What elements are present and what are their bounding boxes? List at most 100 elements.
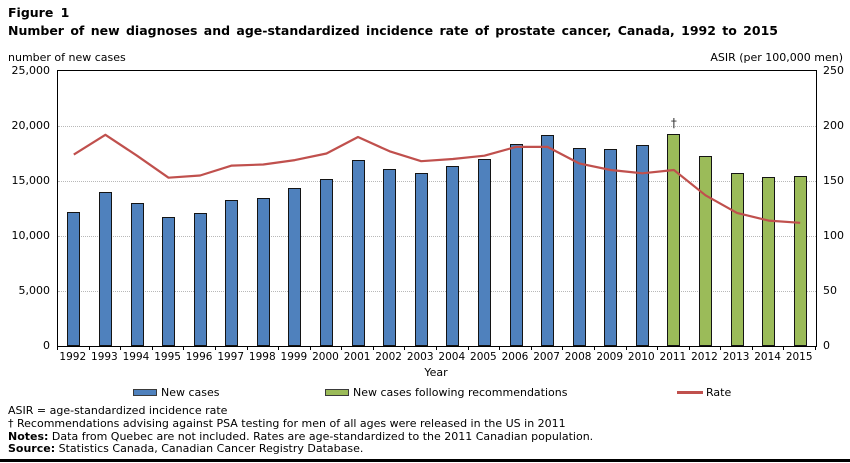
rate-line-svg	[73, 133, 801, 224]
bar-2012	[699, 155, 712, 346]
plot-area: †	[57, 70, 817, 347]
x-axis-label-2006: 2006	[501, 351, 529, 363]
bar-2002	[383, 168, 397, 346]
x-axis-tickmark	[688, 347, 690, 350]
x-axis-tickmark	[404, 347, 406, 350]
legend-label-rate: Rate	[706, 386, 732, 399]
y-axis-label-right: 200	[823, 119, 844, 132]
x-axis-label-2015: 2015	[785, 351, 813, 363]
y-axis-label-left: 20,000	[11, 119, 51, 132]
x-axis-tickmark	[341, 347, 343, 350]
x-axis-tickmark	[467, 347, 469, 350]
right-axis-title: ASIR (per 100,000 men)	[710, 51, 843, 64]
x-axis-tickmark	[625, 347, 627, 350]
new-cases-recommendations-swatch-icon	[325, 389, 349, 396]
x-axis-label-1993: 1993	[91, 351, 118, 363]
x-axis-label-2012: 2012	[691, 351, 718, 363]
x-axis-tickmark	[815, 347, 816, 350]
gridline	[58, 181, 816, 182]
x-axis-tickmark	[57, 347, 58, 350]
bar-2008	[572, 148, 586, 346]
bar-1999	[288, 187, 302, 346]
y-axis-label-right: 100	[823, 229, 844, 242]
x-axis-tickmark	[720, 347, 722, 350]
bar-2013	[730, 173, 744, 346]
bar-2006	[509, 143, 523, 346]
figure-label: Figure 1	[8, 5, 70, 20]
x-axis-label-1998: 1998	[248, 351, 276, 363]
x-axis-tickmark	[183, 347, 185, 350]
x-axis-label-2001: 2001	[343, 351, 371, 363]
x-axis-tickmark	[372, 347, 374, 350]
bar-2000	[320, 178, 333, 346]
x-axis-label-2013: 2013	[722, 351, 750, 363]
x-axis-tickmark	[499, 347, 501, 350]
x-axis-label-1994: 1994	[122, 351, 150, 363]
legend-item-new-cases: New cases	[133, 386, 220, 399]
x-axis-tickmark	[562, 347, 564, 350]
bar-2004	[446, 165, 460, 346]
gridline	[58, 291, 816, 292]
x-axis-tickmark	[436, 347, 437, 350]
bar-2003	[414, 173, 428, 346]
y-axis-label-right: 150	[823, 174, 844, 187]
x-axis-label-2014: 2014	[754, 351, 781, 363]
x-axis-label-2000: 2000	[312, 351, 339, 363]
legend: New cases New cases following recommenda…	[0, 386, 850, 402]
y-axis-label-right: 50	[823, 284, 837, 297]
footnote-notes: Notes: Data from Quebec are not included…	[8, 429, 594, 443]
legend-label-new-cases: New cases	[161, 386, 220, 399]
x-axis-label-2007: 2007	[533, 351, 560, 363]
x-axis-tickmark	[246, 347, 248, 350]
rate-line	[73, 133, 801, 224]
chart-area: † Year 25,000 20,000 15,000 10,000 5,000 0 250…	[0, 64, 850, 382]
footnote-dagger: † Recommendations advising against PSA t…	[8, 416, 566, 430]
x-axis-tickmark	[593, 347, 595, 350]
rate-line-swatch-icon	[677, 391, 703, 394]
bar-1995	[162, 217, 175, 346]
x-axis-title: Year	[424, 366, 448, 379]
dagger-annotation: †	[670, 115, 677, 130]
x-axis-tickmark	[530, 347, 532, 350]
x-axis-label-2009: 2009	[596, 351, 624, 363]
legend-item-new-cases-recommendations: New cases following recommendations	[325, 386, 567, 399]
footnote-source: Source: Statistics Canada, Canadian Canc…	[8, 442, 364, 456]
x-axis-tickmark	[783, 347, 785, 350]
x-axis-label-2011: 2011	[659, 351, 687, 363]
bar-2015	[793, 175, 807, 346]
y-axis-label-right: 250	[823, 64, 844, 77]
legend-item-rate: Rate	[677, 386, 731, 399]
x-axis-tickmark	[151, 347, 153, 350]
x-axis-label-2002: 2002	[375, 351, 402, 363]
x-axis-tickmark	[309, 347, 311, 350]
x-axis-label-2004: 2004	[438, 351, 466, 363]
x-axis-tickmark	[751, 347, 753, 350]
x-axis-label-1999: 1999	[280, 351, 308, 363]
x-axis-tickmark	[657, 347, 659, 350]
x-axis-label-2010: 2010	[627, 351, 655, 363]
bar-2009	[604, 149, 618, 346]
left-axis-title: number of new cases	[8, 51, 126, 64]
bar-2001	[351, 160, 365, 346]
bar-2005	[477, 159, 491, 346]
x-axis-label-1996: 1996	[185, 351, 213, 363]
x-axis-label-1997: 1997	[217, 351, 245, 363]
bar-2007	[541, 134, 554, 346]
bar-1993	[98, 192, 112, 346]
x-axis-label-1995: 1995	[154, 351, 181, 363]
y-axis-label-left: 15,000	[11, 174, 51, 187]
footnotes: ASIR = age-standardized incidence rate †…	[8, 404, 594, 456]
bottom-rule	[0, 459, 850, 462]
x-axis-tickmark	[214, 347, 216, 350]
y-axis-label-right: 0	[823, 339, 830, 352]
figure-title: Number of new diagnoses and age-standard…	[8, 23, 778, 38]
gridline	[58, 126, 816, 127]
gridline	[58, 236, 816, 237]
y-axis-label-left: 10,000	[11, 229, 51, 242]
y-axis-label-left: 5,000	[18, 284, 51, 297]
bar-1998	[256, 197, 270, 346]
x-axis-tickmark	[88, 347, 90, 350]
legend-label-new-cases-recommendations: New cases following recommendations	[353, 386, 568, 399]
bar-1994	[130, 203, 144, 346]
